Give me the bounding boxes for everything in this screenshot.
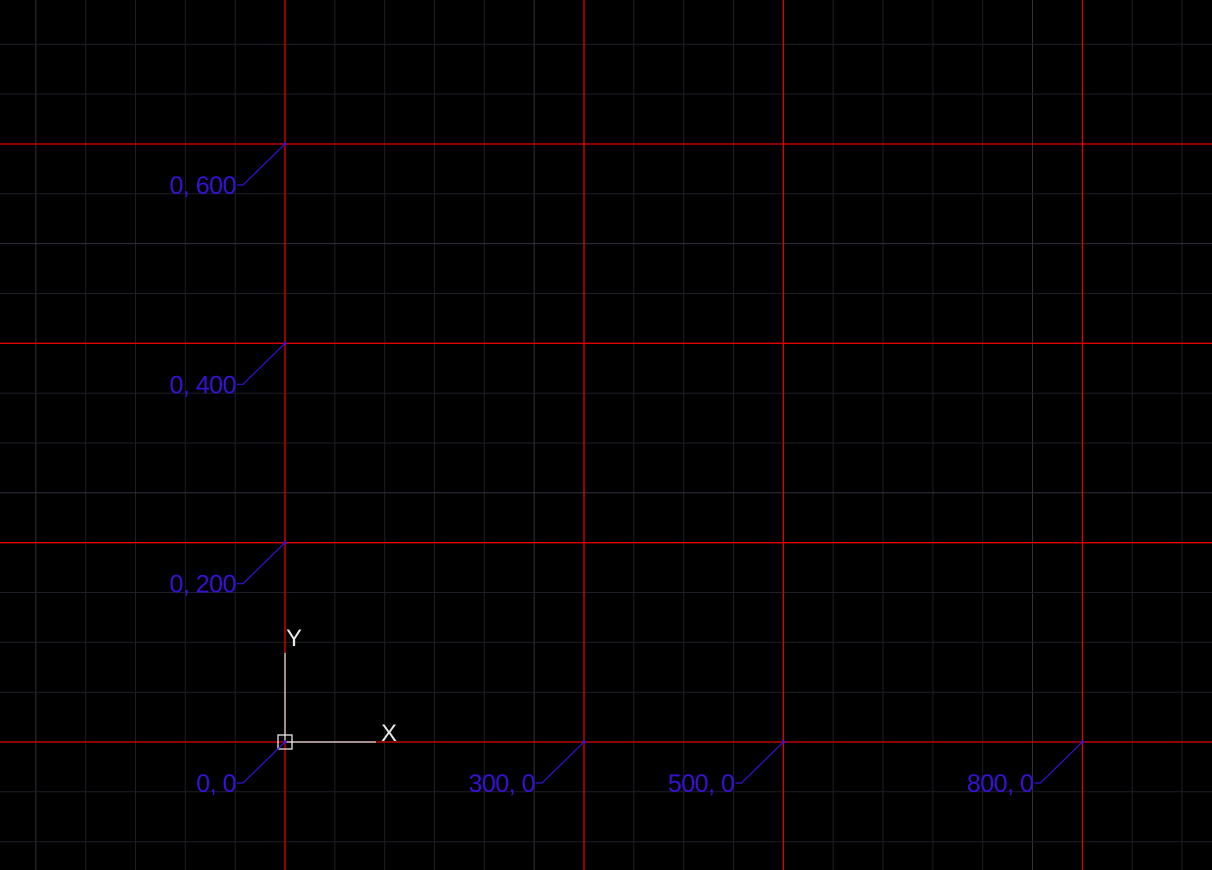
coordinate-label[interactable]: 800, 0 — [967, 740, 1084, 798]
coordinate-label[interactable]: 0, 600 — [169, 142, 287, 200]
coordinate-label[interactable]: 500, 0 — [668, 740, 786, 798]
leader-point — [283, 541, 287, 545]
coordinate-label-text: 300, 0 — [468, 770, 535, 798]
leader-line — [1034, 741, 1083, 784]
leader-line — [237, 342, 286, 385]
coordinate-label-text: 0, 200 — [169, 571, 236, 599]
ucs-icon: X Y — [277, 625, 397, 750]
coordinate-label[interactable]: 0, 200 — [169, 541, 287, 599]
leader-point — [283, 341, 287, 345]
coordinate-label-text: 500, 0 — [668, 770, 735, 798]
point-labels: 0, 0 300, 0 500, 0 800, 0 0, 200 0, 400 0, 600 — [169, 142, 1084, 798]
leader-point — [1080, 740, 1084, 744]
coordinate-label-text: 0, 600 — [169, 172, 236, 200]
coordinate-label[interactable]: 0, 400 — [169, 341, 287, 400]
coordinate-label-text: 800, 0 — [967, 770, 1034, 798]
leader-line — [237, 143, 286, 186]
leader-point — [781, 740, 786, 744]
leader-point — [582, 740, 586, 744]
leader-point — [283, 142, 287, 146]
ucs-y-label: Y — [286, 625, 302, 652]
leader-line — [735, 741, 784, 784]
coordinate-label-text: 0, 0 — [196, 770, 236, 798]
leader-point — [283, 740, 287, 744]
coordinate-label[interactable]: 0, 0 — [196, 740, 287, 798]
leader-line — [536, 741, 585, 784]
coordinate-label[interactable]: 300, 0 — [468, 740, 586, 798]
coordinate-label-text: 0, 400 — [169, 371, 236, 399]
ucs-x-label: X — [381, 720, 397, 747]
leader-line — [237, 542, 286, 585]
leader-line — [237, 741, 286, 784]
ucs-origin-box — [277, 734, 293, 750]
